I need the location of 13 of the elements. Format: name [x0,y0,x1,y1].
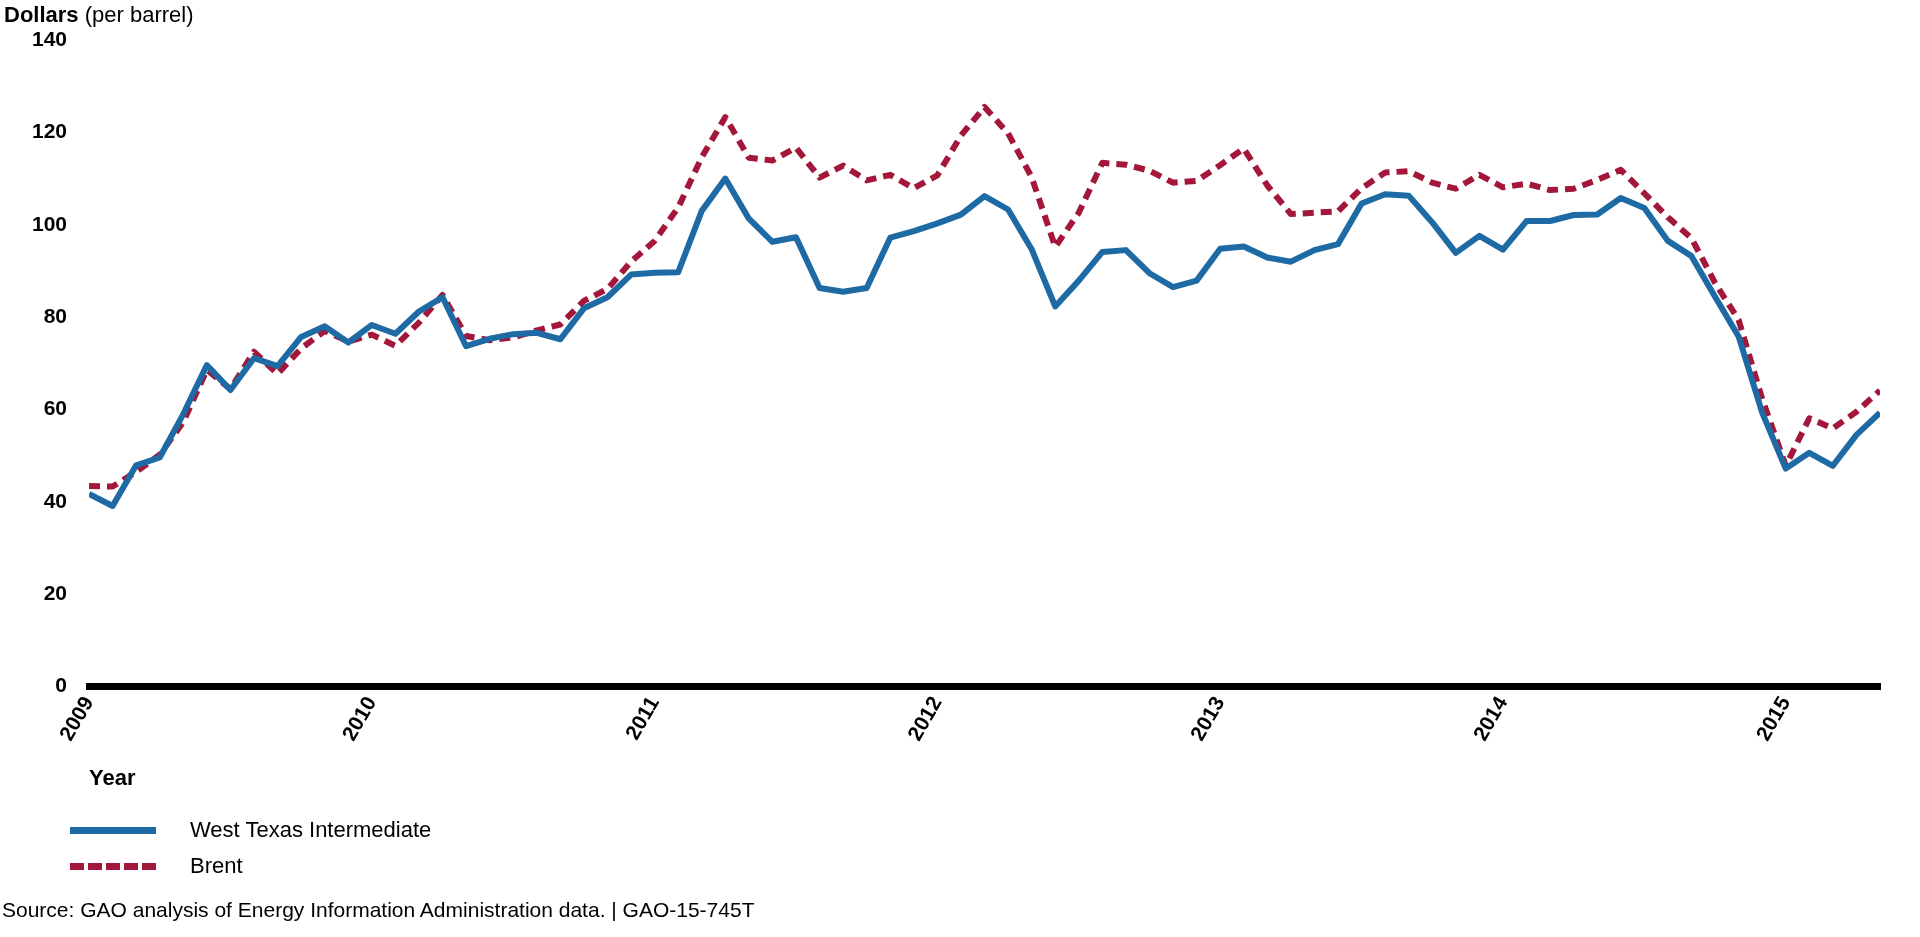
y-axis-title: Dollars (per barrel) [4,2,194,28]
x-axis-title: Year [89,764,136,790]
y-tick-label: 60 [43,396,68,420]
y-tick-label: 140 [31,26,68,50]
legend-label: West Texas Intermediate [190,817,432,843]
y-tick-label: 100 [31,211,68,235]
source-note: Source: GAO analysis of Energy Information Administration data. | GAO-15-745T [2,898,755,922]
y-tick-label: 40 [43,488,68,512]
legend-label: Brent [190,853,243,879]
y-tick-label: 0 [55,673,68,697]
y-tick-label: 120 [31,119,68,143]
y-tick-label: 20 [43,580,68,604]
y-tick-label: 80 [43,303,68,327]
